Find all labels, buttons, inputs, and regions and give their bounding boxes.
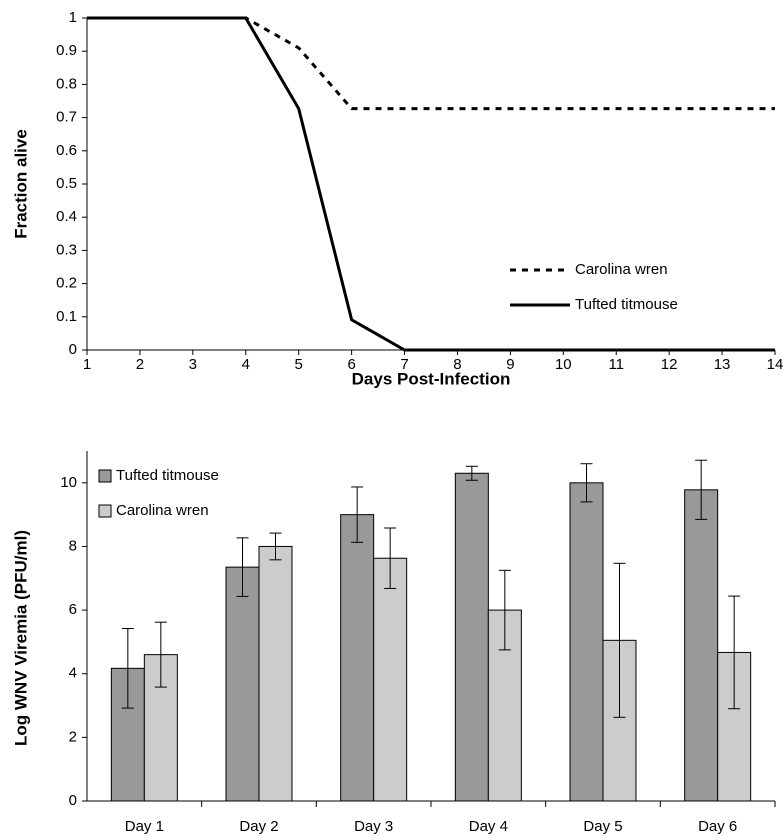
x-tick-label: Day 5 — [583, 818, 622, 835]
y-tick-label: 0 — [69, 341, 77, 358]
legend-label: Tufted titmouse — [575, 296, 678, 313]
bar — [684, 489, 719, 802]
y-tick-label: 2 — [69, 728, 77, 745]
x-tick-label: Day 4 — [469, 818, 508, 835]
y-tick-label: 4 — [69, 665, 77, 682]
y-tick-label: 0.5 — [56, 175, 77, 192]
y-tick-label: 10 — [60, 474, 77, 491]
y-tick-label: 0 — [69, 792, 77, 809]
x-tick-label: 1 — [83, 356, 91, 373]
x-tick-label: Day 2 — [239, 818, 278, 835]
x-tick-label: 4 — [242, 356, 250, 373]
bar — [569, 482, 604, 802]
error-bar — [121, 628, 134, 709]
y-axis-label: Fraction alive — [11, 129, 30, 239]
x-tick-label: 11 — [608, 356, 624, 373]
x-tick-label: 12 — [661, 356, 678, 373]
x-tick-label: 10 — [555, 356, 572, 373]
y-axis-label: Log WNV Viremia (PFU/ml) — [11, 530, 30, 746]
y-tick-label: 0.7 — [56, 109, 77, 126]
x-tick-label: 2 — [136, 356, 144, 373]
x-tick-label: Day 1 — [125, 818, 164, 835]
x-tick-label: 7 — [400, 356, 408, 373]
error-bar — [269, 532, 282, 561]
x-tick-label: 6 — [347, 356, 355, 373]
bar — [258, 545, 293, 802]
error-bar — [351, 486, 364, 543]
error-bar — [154, 621, 167, 688]
y-tick-label: 0.6 — [56, 142, 77, 159]
error-bar — [695, 459, 708, 520]
error-bar — [580, 463, 593, 503]
x-tick-label: 3 — [189, 356, 197, 373]
error-bar — [613, 562, 626, 718]
bar — [454, 472, 489, 802]
x-tick-label: Day 3 — [354, 818, 393, 835]
error-bar — [498, 569, 511, 651]
y-tick-label: 0.8 — [56, 75, 77, 92]
y-tick-label: 0.4 — [56, 208, 77, 225]
legend-label: Carolina wren — [575, 261, 668, 278]
y-tick-label: 0.3 — [56, 241, 77, 258]
line — [87, 16, 775, 111]
y-tick-label: 0.1 — [56, 308, 77, 325]
legend-label: Tufted titmouse — [116, 467, 219, 484]
legend-label: Carolina wren — [116, 502, 209, 519]
error-bar — [728, 595, 741, 710]
x-tick-label: 5 — [295, 356, 303, 373]
x-tick-label: 9 — [506, 356, 514, 373]
y-tick-label: 1 — [69, 9, 77, 26]
x-axis-label: Days Post-Infection — [352, 369, 511, 388]
line — [87, 16, 775, 352]
y-tick-label: 6 — [69, 601, 77, 618]
bar — [373, 557, 408, 802]
legend-swatch — [98, 469, 112, 483]
x-tick-label: 8 — [453, 356, 461, 373]
x-tick-label: Day 6 — [698, 818, 737, 835]
x-tick-label: 13 — [714, 356, 731, 373]
x-tick-label: 14 — [767, 356, 783, 373]
y-tick-label: 0.2 — [56, 275, 77, 292]
bar — [225, 566, 260, 802]
y-tick-label: 0.9 — [56, 42, 77, 59]
error-bar — [384, 527, 397, 589]
bar — [340, 514, 375, 802]
error-bar — [465, 465, 478, 481]
legend-swatch — [98, 504, 112, 518]
y-tick-label: 8 — [69, 537, 77, 554]
error-bar — [236, 537, 249, 597]
